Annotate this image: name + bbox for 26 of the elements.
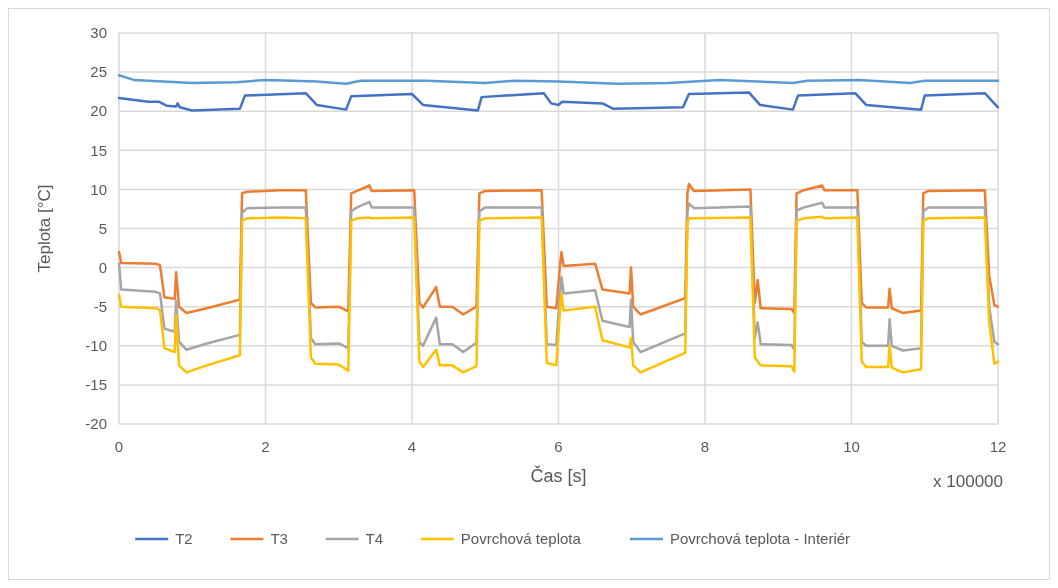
legend-label: T2 (175, 530, 193, 548)
y-tick-label: 25 (90, 63, 107, 81)
legend-label: T4 (365, 530, 384, 548)
y-tick-label: 15 (90, 141, 107, 159)
x-tick-label: 2 (261, 438, 270, 455)
y-tick-label: -15 (85, 376, 107, 394)
text: x 100000 (933, 472, 1003, 491)
legend-label: T3 (270, 530, 288, 548)
legend-label: Povrchová teplota - Interiér (670, 530, 851, 548)
x-tick-label: 12 (989, 438, 1007, 455)
y-tick-label: 20 (90, 102, 107, 120)
x-tick-label: 0 (114, 438, 124, 455)
y-tick-label: 30 (90, 24, 107, 42)
x-tick-label: 6 (554, 438, 563, 455)
y-axis-title: Teplota [°C] (35, 184, 54, 273)
x-tick-label: 10 (843, 438, 860, 455)
y-tick-label: 5 (98, 219, 107, 237)
x-tick-label: 8 (700, 438, 710, 455)
y-tick-label: -10 (85, 337, 107, 355)
legend-label: Povrchová teplota (460, 530, 582, 548)
y-tick-label: -20 (85, 415, 107, 433)
x-axis-title: Čas [s] (530, 465, 587, 486)
y-tick-label: 0 (98, 258, 107, 276)
y-tick-label: -5 (93, 297, 107, 315)
y-tick-label: 10 (90, 180, 107, 198)
x-tick-label: 4 (407, 438, 417, 455)
